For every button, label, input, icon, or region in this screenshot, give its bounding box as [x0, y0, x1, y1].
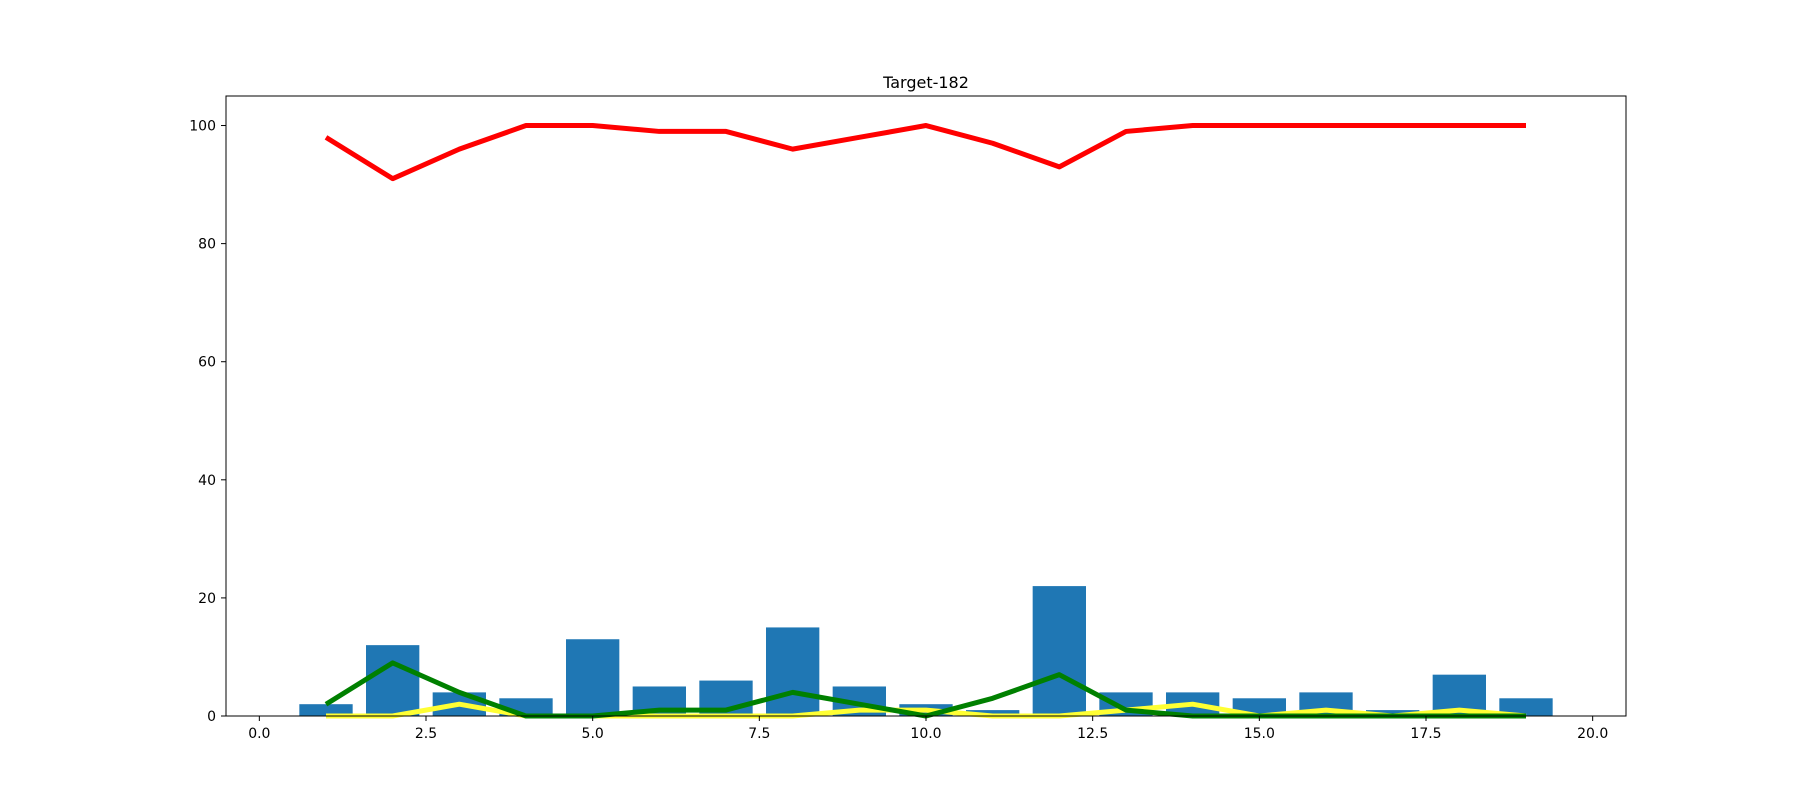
x-axis: 0.0 2.5 5.0 7.5 10.0 12.5 15.0 17.5 20.0 — [248, 716, 1608, 742]
x-tick-label-2: 5.0 — [582, 726, 604, 742]
bar-8 — [766, 627, 820, 716]
x-tick-label-4: 10.0 — [910, 726, 941, 742]
y-tick-label-3: 60 — [198, 355, 216, 371]
bar-19 — [1499, 698, 1553, 716]
bar-2 — [366, 645, 420, 716]
y-tick-label-5: 100 — [189, 119, 216, 135]
x-tick-label-6: 15.0 — [1244, 726, 1275, 742]
x-tick-label-1: 2.5 — [415, 726, 437, 742]
chart-title: Target-182 — [882, 73, 969, 92]
bar-17 — [1366, 710, 1420, 716]
bar-12 — [1032, 586, 1086, 716]
y-tick-label-2: 40 — [198, 473, 216, 489]
y-tick-label-1: 20 — [198, 591, 216, 607]
x-tick-label-8: 20.0 — [1577, 726, 1608, 742]
bar-11 — [966, 710, 1020, 716]
x-tick-label-3: 7.5 — [748, 726, 770, 742]
y-axis: 0 20 40 60 80 100 — [189, 119, 226, 725]
series-line-1 — [324, 123, 1526, 182]
y-tick-label-4: 80 — [198, 237, 216, 253]
bar-5 — [566, 639, 620, 716]
x-tick-label-5: 12.5 — [1077, 726, 1108, 742]
x-tick-label-0: 0.0 — [248, 726, 270, 742]
bar-1 — [299, 704, 353, 716]
x-tick-label-7: 17.5 — [1410, 726, 1441, 742]
y-tick-label-0: 0 — [207, 709, 216, 725]
